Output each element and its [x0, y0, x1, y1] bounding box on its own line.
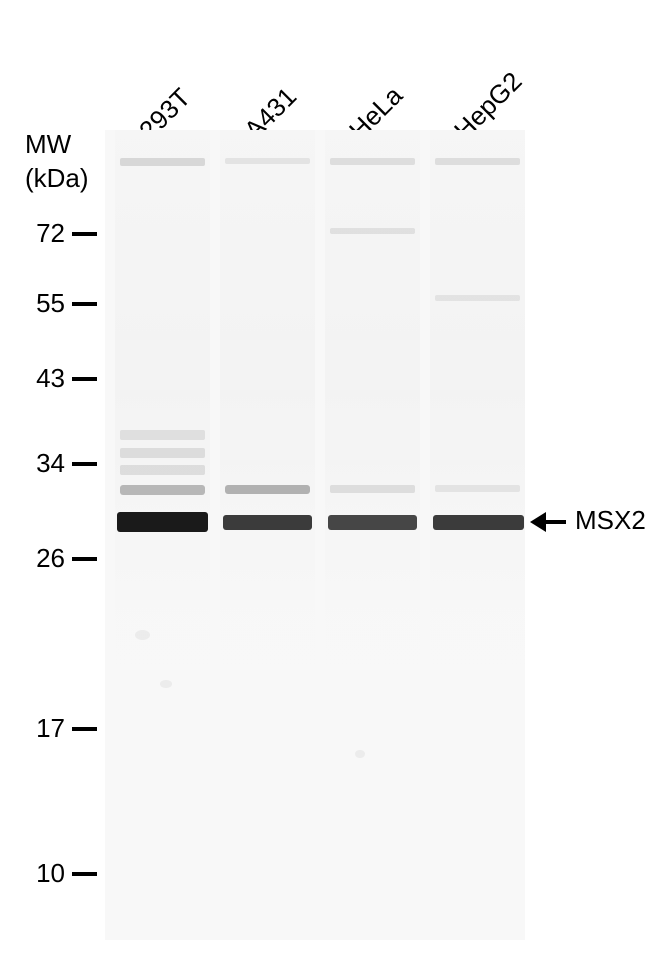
band-msx2-lane1: [117, 512, 208, 532]
band-faint-top-2: [225, 158, 310, 164]
lane-1-bg: [115, 130, 210, 940]
mw-marker-17: 17: [25, 713, 65, 744]
mw-marker-72: 72: [25, 218, 65, 249]
mw-marker-34: 34: [25, 448, 65, 479]
mw-tick-72: [72, 232, 97, 236]
mw-header: MW (kDa): [25, 128, 89, 196]
lane-4-bg: [430, 130, 525, 940]
mw-tick-43: [72, 377, 97, 381]
band-smear-1c: [120, 465, 205, 475]
noise-3: [355, 750, 365, 758]
western-blot-figure: 293T A431 HeLa HepG2 MW (kDa) 72 55 43 3…: [0, 0, 650, 971]
lane-3-bg: [325, 130, 420, 940]
mw-marker-43: 43: [25, 363, 65, 394]
mw-tick-34: [72, 462, 97, 466]
mw-marker-10: 10: [25, 858, 65, 889]
band-faint-55-4: [435, 295, 520, 301]
mw-header-line2: (kDa): [25, 162, 89, 196]
arrow-head-icon: [530, 512, 546, 532]
mw-marker-55: 55: [25, 288, 65, 319]
band-32-4: [435, 485, 520, 492]
band-smear-1a: [120, 430, 205, 440]
band-faint-top-4: [435, 158, 520, 165]
mw-tick-55: [72, 302, 97, 306]
band-32-2: [225, 485, 310, 494]
band-32-3: [330, 485, 415, 493]
blot-membrane: [105, 130, 525, 940]
band-faint-top-1: [120, 158, 205, 166]
mw-tick-17: [72, 727, 97, 731]
mw-tick-26: [72, 557, 97, 561]
band-faint-72-3: [330, 228, 415, 234]
mw-tick-10: [72, 872, 97, 876]
noise-2: [160, 680, 172, 688]
band-32-1: [120, 485, 205, 495]
target-protein-label: MSX2: [575, 505, 646, 536]
mw-marker-26: 26: [25, 543, 65, 574]
band-smear-1b: [120, 448, 205, 458]
band-msx2-lane3: [328, 515, 417, 530]
target-arrow: [530, 512, 566, 532]
lane-2-bg: [220, 130, 315, 940]
band-msx2-lane4: [433, 515, 524, 530]
band-msx2-lane2: [223, 515, 312, 530]
noise-1: [135, 630, 150, 640]
mw-header-line1: MW: [25, 128, 89, 162]
arrow-line: [546, 520, 566, 524]
band-faint-top-3: [330, 158, 415, 165]
